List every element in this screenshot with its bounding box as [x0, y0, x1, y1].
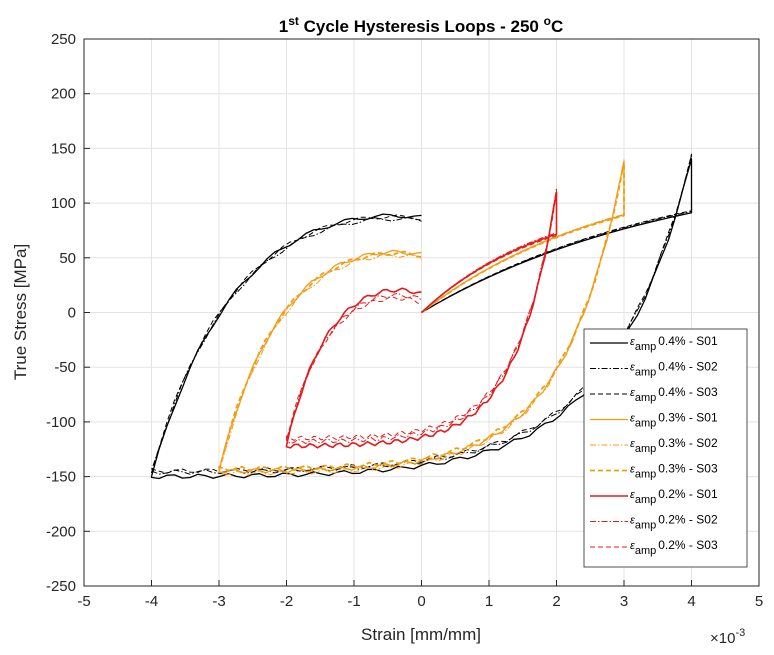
series-line-1	[150, 158, 693, 480]
y-tick-label: 100	[51, 195, 76, 212]
legend-entry: εamp 0.4% - S01	[630, 334, 718, 353]
legend-entry: εamp 0.3% - S02	[630, 436, 718, 455]
y-tick-labels: -250 -200 -150 -100 -50 0 50 100 150 200 250	[46, 31, 76, 595]
y-tick-label: 50	[59, 250, 76, 267]
plot-frame	[83, 38, 760, 587]
x-tick-label: -3	[212, 593, 225, 610]
x-tick-label: 0	[417, 593, 425, 610]
x-tick-label: -4	[145, 593, 158, 610]
y-tick-label: 250	[51, 31, 76, 48]
y-tick-label: -250	[46, 578, 76, 595]
legend: εamp 0.4% - S01 εamp 0.4% - S02 εamp 0.4% - S…	[583, 328, 748, 568]
y-tick-label: -50	[54, 359, 76, 376]
x-axis-label: Strain [mm/mm]	[361, 625, 481, 644]
legend-entry: εamp 0.2% - S03	[630, 538, 718, 557]
x-tick-label: -1	[347, 593, 360, 610]
x-tick-label: -2	[280, 593, 293, 610]
x-tick-label: 5	[755, 593, 763, 610]
y-tick-label: 0	[68, 305, 76, 322]
legend-entry: εamp 0.3% - S03	[630, 462, 718, 481]
x-tick-label: 4	[687, 593, 695, 610]
legend-entry: εamp 0.2% - S02	[630, 513, 718, 532]
x-tick-label: 2	[552, 593, 560, 610]
x-tick-label: 3	[620, 593, 628, 610]
legend-entry: εamp 0.2% - S01	[630, 487, 718, 506]
y-tick-label: 200	[51, 86, 76, 103]
series-line-8	[286, 187, 557, 445]
x-tick-label: -5	[77, 593, 90, 610]
series-line-9	[286, 191, 557, 441]
y-tick-label: 150	[51, 140, 76, 157]
series-line-3	[151, 153, 692, 474]
y-tick-label: -150	[46, 469, 76, 486]
x-axis-multiplier: ×10-3	[710, 627, 745, 647]
legend-entry: εamp 0.4% - S03	[630, 385, 718, 404]
legend-entry: εamp 0.4% - S02	[630, 360, 718, 379]
x-tick-labels: -5 -4 -3 -2 -1 0 1 2 3 4 5	[77, 593, 763, 610]
legend-box	[583, 328, 748, 568]
series-line-6	[218, 160, 625, 472]
y-tick-label: -200	[46, 523, 76, 540]
legend-entry: εamp 0.3% - S01	[630, 411, 718, 430]
curves	[150, 153, 693, 480]
x-tick-label: 1	[485, 593, 493, 610]
y-tick-label: -100	[46, 414, 76, 431]
y-axis-label: True Stress [MPa]	[11, 244, 30, 380]
chart-title: 1st Cycle Hysteresis Loops - 250 oC	[279, 14, 564, 36]
